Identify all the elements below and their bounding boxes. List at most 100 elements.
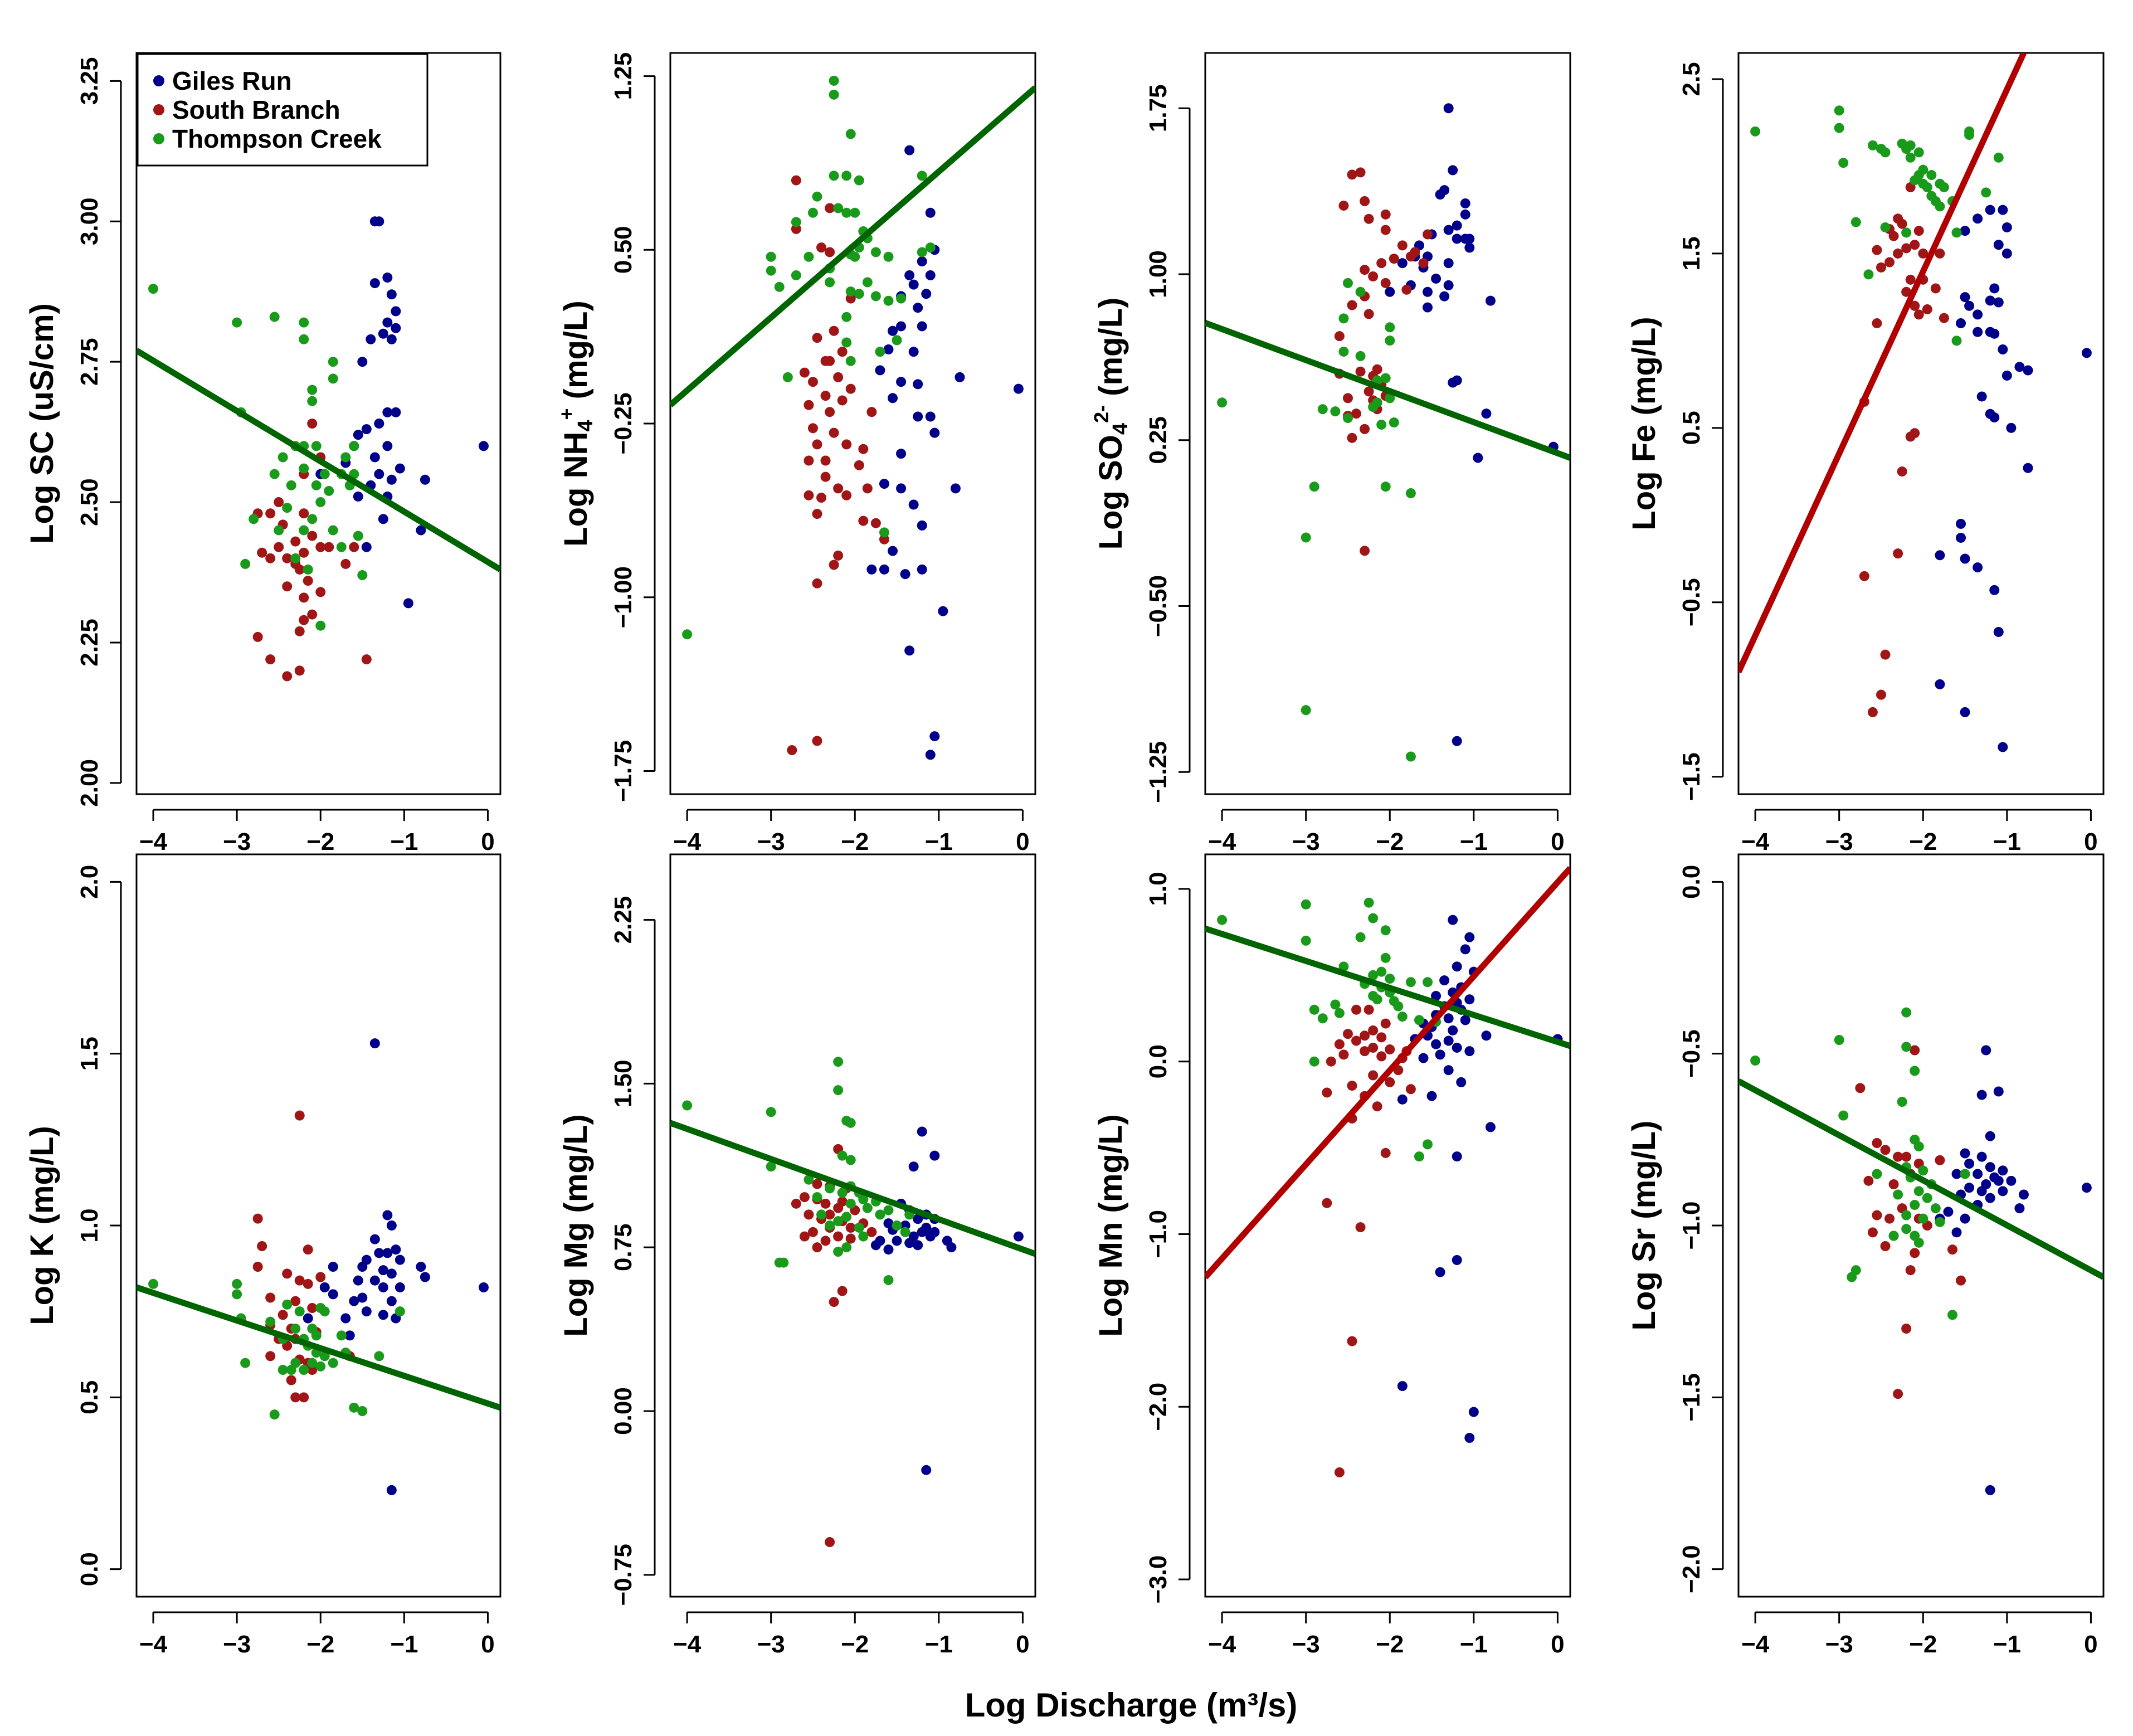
data-point	[299, 463, 309, 474]
data-point	[1397, 1381, 1408, 1392]
data-point	[303, 564, 313, 575]
data-point	[366, 334, 376, 344]
data-point	[1884, 1213, 1895, 1224]
data-point	[328, 357, 338, 367]
data-point	[1838, 158, 1849, 168]
data-point	[403, 598, 413, 609]
data-point	[1964, 130, 1975, 140]
data-point	[858, 516, 869, 526]
data-point	[1443, 1065, 1454, 1076]
data-point	[1338, 313, 1349, 324]
data-point	[1939, 313, 1949, 323]
y-tick-label: 1.0	[76, 1208, 103, 1242]
data-point	[1368, 402, 1379, 412]
data-point	[386, 1485, 397, 1495]
data-point	[1380, 1018, 1391, 1029]
data-point	[825, 1220, 835, 1231]
data-point	[841, 1242, 852, 1253]
data-point	[929, 1150, 940, 1161]
data-point	[1439, 291, 1450, 302]
series-thompson	[682, 1057, 915, 1285]
data-point	[1888, 231, 1899, 241]
data-point	[336, 542, 347, 552]
x-tick-label: −1	[1993, 1631, 2021, 1658]
data-point	[883, 1275, 894, 1285]
data-point	[1905, 140, 1916, 150]
data-point	[862, 483, 873, 494]
data-point	[328, 525, 338, 536]
data-point	[299, 615, 309, 625]
data-point	[416, 1262, 426, 1272]
legend-label: Giles Run	[172, 66, 292, 95]
data-point	[391, 306, 401, 317]
data-point	[913, 411, 923, 422]
data-point	[908, 1161, 919, 1172]
data-point	[1452, 1042, 1462, 1053]
data-point	[286, 480, 296, 490]
data-point	[1901, 1324, 1912, 1334]
y-tick-label: 0.5	[1678, 411, 1705, 445]
data-point	[294, 1306, 305, 1317]
data-point	[1464, 234, 1475, 244]
data-point	[1960, 1148, 1970, 1159]
x-tick-label: 0	[1551, 1631, 1564, 1658]
data-point	[1385, 322, 1395, 333]
data-point	[1893, 1189, 1903, 1200]
data-point	[1876, 689, 1886, 700]
data-point	[1334, 1467, 1345, 1477]
data-point	[307, 531, 318, 541]
data-point	[361, 1306, 372, 1317]
data-point	[1880, 147, 1891, 158]
data-point	[1905, 152, 1916, 163]
series-giles	[1935, 205, 2092, 752]
data-point	[1964, 300, 1975, 311]
data-point	[265, 508, 276, 519]
data-point	[299, 547, 309, 558]
data-point	[829, 75, 839, 86]
data-point	[391, 323, 401, 333]
data-point	[1326, 1056, 1336, 1067]
data-point	[875, 365, 885, 376]
data-point	[1947, 1244, 1957, 1255]
y-tick-label: −3.0	[1145, 1555, 1172, 1604]
data-point	[1322, 1087, 1332, 1098]
data-point	[845, 293, 856, 304]
data-point	[854, 460, 864, 470]
data-point	[290, 1324, 301, 1334]
data-point	[1910, 1066, 1920, 1076]
data-point	[1951, 1169, 1962, 1179]
y-axis-label: Log SC (uS/cm)	[24, 303, 60, 544]
data-point	[294, 626, 305, 636]
data-point	[1956, 532, 1966, 543]
data-point	[833, 550, 844, 561]
x-tick-label: −2	[1376, 828, 1404, 855]
data-point	[395, 463, 405, 474]
data-point	[1964, 1159, 1975, 1169]
data-point	[825, 1183, 835, 1194]
data-point	[1910, 240, 1920, 250]
data-point	[766, 265, 776, 276]
data-point	[1989, 328, 2000, 339]
data-point	[1452, 1254, 1462, 1265]
y-tick-label: −0.5	[1678, 578, 1705, 626]
data-point	[1360, 424, 1370, 434]
data-point	[850, 207, 860, 218]
data-point	[386, 1268, 397, 1279]
data-point	[1939, 182, 1949, 192]
data-point	[353, 430, 363, 440]
data-point	[682, 1100, 693, 1111]
data-point	[1989, 585, 2000, 595]
y-axis-label: Log Mg (mg/L)	[558, 1114, 594, 1336]
data-point	[1464, 1046, 1475, 1057]
x-tick-label: −4	[1208, 828, 1236, 855]
legend-label: Thompson Creek	[172, 124, 382, 153]
x-tick-label: −1	[390, 828, 418, 855]
data-point	[682, 629, 693, 640]
data-point	[1452, 736, 1462, 746]
data-point	[1423, 302, 1433, 313]
fit-line	[670, 85, 1035, 407]
fit-line	[1205, 866, 1570, 1280]
data-point	[257, 1241, 267, 1251]
data-point	[282, 503, 293, 513]
data-point	[1431, 991, 1442, 1001]
